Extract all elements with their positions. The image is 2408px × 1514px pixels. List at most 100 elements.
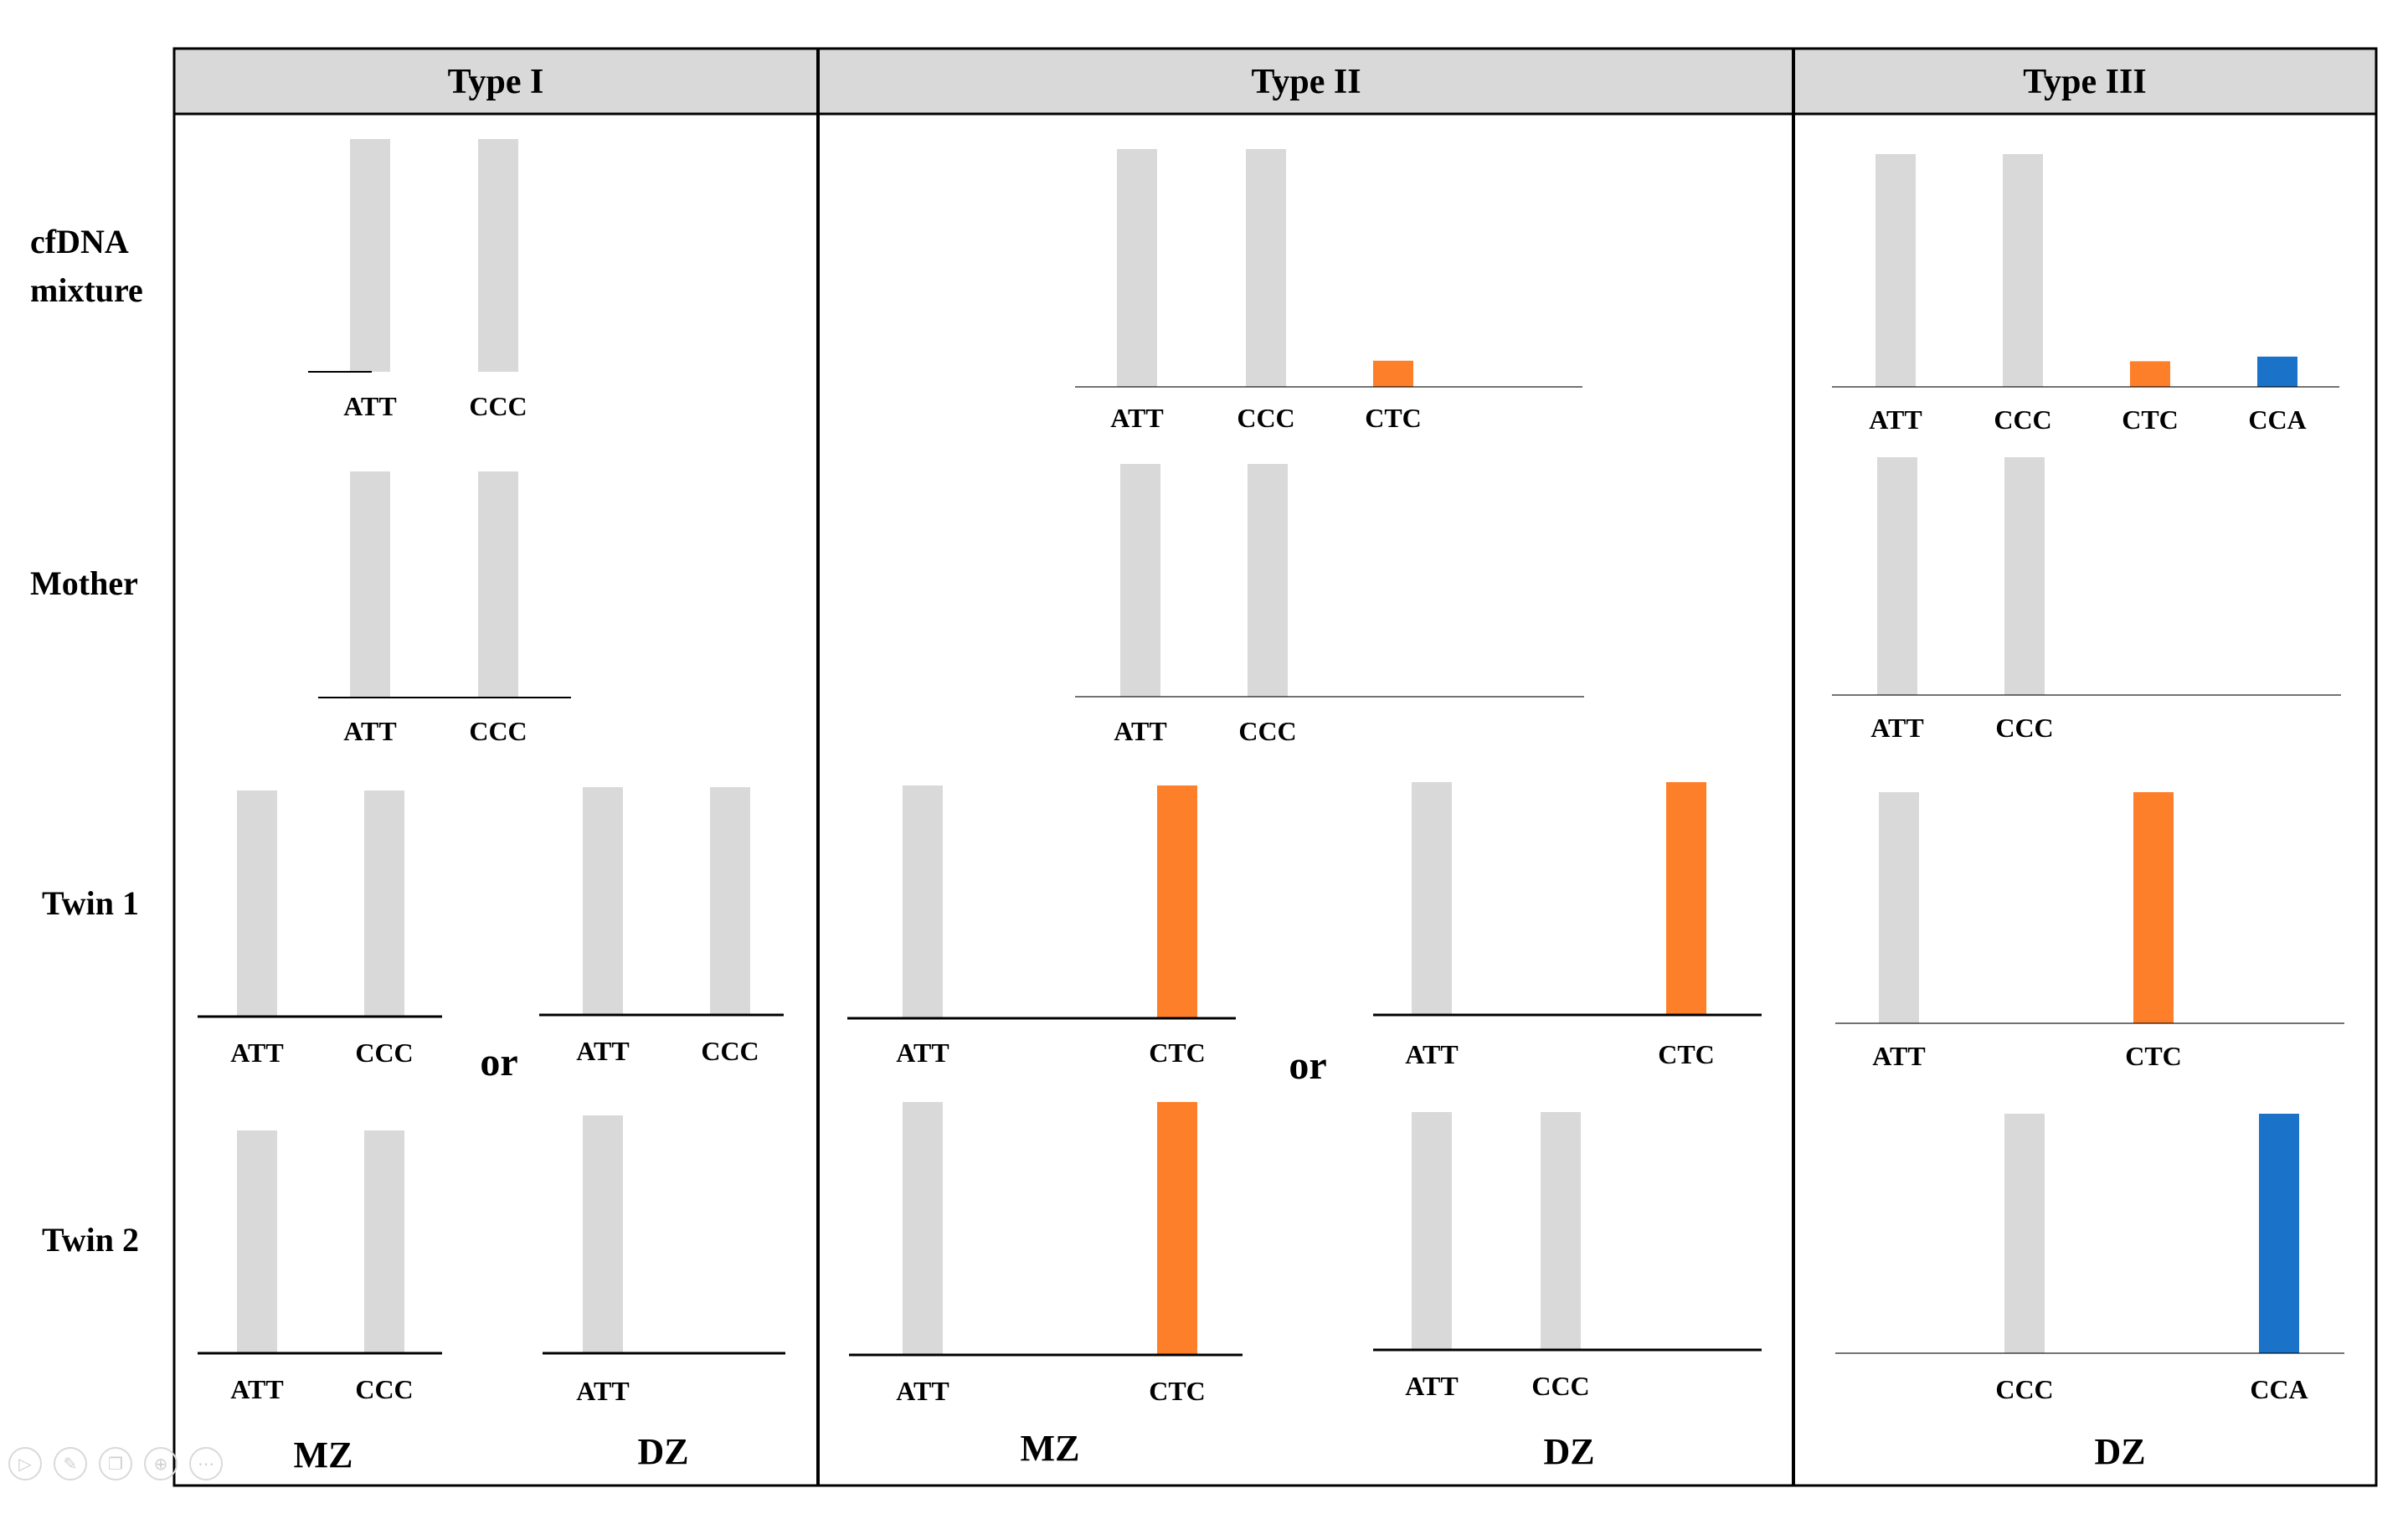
more-icon[interactable]: ⋯ bbox=[189, 1447, 223, 1481]
row-label-mother: Mother bbox=[30, 564, 138, 602]
outer-border bbox=[172, 47, 2378, 1487]
allele-bar-ctc bbox=[1157, 785, 1197, 1018]
copy-icon[interactable]: ❐ bbox=[99, 1447, 132, 1481]
panel-type1-dz-twin1: ATT CCC bbox=[539, 787, 784, 1066]
allele-label-ccc: CCC bbox=[1995, 1374, 2053, 1404]
column-title-type-2: Type II bbox=[1251, 63, 1361, 101]
allele-bar-att bbox=[350, 139, 390, 372]
allele-label-ccc: CCC bbox=[355, 1374, 413, 1404]
panel-type2-dz-twin2: ATT CCC bbox=[1373, 1112, 1762, 1401]
row-label-cfdna-line-1: cfDNA bbox=[30, 223, 129, 260]
allele-label-att: ATT bbox=[1114, 716, 1166, 746]
allele-bar-ctc bbox=[1373, 360, 1413, 387]
column-title-type-3: Type III bbox=[2023, 63, 2146, 101]
panel-type2-cfdna: ATT CCC CTC bbox=[1075, 149, 1582, 433]
panel-type1-dz-twin2: ATT bbox=[543, 1115, 785, 1406]
allele-bar-att bbox=[1412, 782, 1452, 1015]
allele-label-ccc: CCC bbox=[1994, 404, 2051, 435]
row-label-cfdna-line-2: mixture bbox=[30, 271, 143, 309]
row-label-twin-2: Twin 2 bbox=[42, 1221, 139, 1259]
allele-label-ccc: CCC bbox=[1531, 1371, 1589, 1401]
allele-label-ctc: CTC bbox=[1658, 1039, 1715, 1069]
allele-label-ccc: CCC bbox=[469, 716, 527, 746]
play-icon[interactable]: ▷ bbox=[8, 1447, 42, 1481]
allele-label-att: ATT bbox=[230, 1374, 283, 1404]
row-label-twin-1: Twin 1 bbox=[42, 884, 139, 922]
footer-type-3-dz: DZ bbox=[2094, 1431, 2145, 1472]
allele-label-att: ATT bbox=[576, 1376, 629, 1406]
allele-bar-ccc bbox=[710, 787, 750, 1015]
panel-type1-cfdna: ATT CCC bbox=[308, 139, 527, 421]
footer-type-1-dz: DZ bbox=[637, 1431, 688, 1472]
allele-label-att: ATT bbox=[230, 1038, 283, 1068]
allele-bar-att bbox=[1120, 464, 1160, 697]
slide-controls: ▷ ✎ ❐ ⊕ ⋯ bbox=[8, 1447, 223, 1481]
panel-type2-mz-twin1: ATT CTC bbox=[847, 785, 1236, 1068]
or-separator-type-1: or bbox=[480, 1040, 517, 1084]
allele-label-ccc: CCC bbox=[1238, 716, 1296, 746]
pen-icon[interactable]: ✎ bbox=[54, 1447, 87, 1481]
allele-bar-ccc bbox=[2004, 457, 2045, 695]
allele-bar-ccc bbox=[1246, 149, 1286, 387]
allele-bar-att bbox=[1879, 792, 1919, 1023]
header-background bbox=[174, 49, 2376, 114]
allele-bar-ctc bbox=[2133, 792, 2174, 1023]
footer-type-2-dz: DZ bbox=[1543, 1431, 1594, 1472]
allele-bar-cca bbox=[2259, 1114, 2299, 1353]
allele-bar-att bbox=[1117, 149, 1157, 387]
allele-label-att: ATT bbox=[896, 1376, 949, 1406]
allele-label-ccc: CCC bbox=[469, 391, 527, 421]
allele-bar-ccc bbox=[1541, 1112, 1581, 1350]
allele-label-cca: CCA bbox=[2250, 1374, 2308, 1404]
allele-bar-ctc bbox=[1666, 782, 1706, 1015]
allele-label-ctc: CTC bbox=[1149, 1376, 1206, 1406]
allele-label-att: ATT bbox=[1870, 713, 1923, 743]
panel-type2-mz-twin2: ATT CTC bbox=[849, 1102, 1243, 1406]
allele-bar-ctc bbox=[1157, 1102, 1197, 1355]
footer-type-1-mz: MZ bbox=[294, 1434, 353, 1475]
allele-bar-ccc bbox=[2003, 154, 2043, 387]
allele-label-att: ATT bbox=[1872, 1041, 1925, 1071]
allele-bar-ccc bbox=[1248, 464, 1288, 697]
allele-bar-att bbox=[583, 1115, 623, 1353]
allele-label-att: ATT bbox=[343, 716, 396, 746]
table-frame bbox=[172, 47, 2378, 1487]
allele-label-ccc: CCC bbox=[701, 1036, 759, 1066]
panel-type1-mother: ATT CCC bbox=[318, 471, 571, 746]
allele-bar-att bbox=[1875, 154, 1916, 387]
allele-bar-ccc bbox=[478, 471, 518, 698]
allele-label-ctc: CTC bbox=[2122, 404, 2179, 435]
allele-label-att: ATT bbox=[576, 1036, 629, 1066]
allele-bar-att bbox=[903, 1102, 943, 1355]
allele-label-cca: CCA bbox=[2248, 404, 2306, 435]
allele-label-att: ATT bbox=[1405, 1371, 1458, 1401]
allele-bar-att bbox=[237, 1130, 277, 1353]
allele-panels: ATT CCC ATT CCC ATT CCC ATT CCC ATT CCC ATT ATT CCC C… bbox=[198, 139, 2344, 1406]
allele-label-att: ATT bbox=[1405, 1039, 1458, 1069]
panel-type1-mz-twin1: ATT CCC bbox=[198, 790, 442, 1068]
allele-label-ccc: CCC bbox=[355, 1038, 413, 1068]
panel-type2-dz-twin1: ATT CTC bbox=[1373, 782, 1762, 1069]
or-separator-type-2: or bbox=[1289, 1043, 1326, 1088]
footer-type-2-mz: MZ bbox=[1021, 1428, 1080, 1469]
allele-bar-att bbox=[237, 790, 277, 1017]
allele-bar-att bbox=[903, 785, 943, 1018]
panel-type3-twin1: ATT CTC bbox=[1835, 792, 2344, 1071]
allele-label-att: ATT bbox=[343, 391, 396, 421]
allele-bar-cca bbox=[2257, 356, 2297, 387]
allele-label-ccc: CCC bbox=[1237, 403, 1294, 433]
allele-bar-att bbox=[583, 787, 623, 1015]
allele-label-ccc: CCC bbox=[1995, 713, 2053, 743]
allele-bar-ccc bbox=[364, 1130, 404, 1353]
panel-type3-cfdna: ATT CCC CTC CCA bbox=[1832, 154, 2339, 435]
column-title-type-1: Type I bbox=[448, 63, 544, 101]
panel-type1-mz-twin2: ATT CCC bbox=[198, 1130, 442, 1404]
panel-type3-mother: ATT CCC bbox=[1832, 457, 2341, 743]
allele-bar-ccc bbox=[478, 139, 518, 372]
allele-label-att: ATT bbox=[1110, 403, 1163, 433]
allele-label-att: ATT bbox=[896, 1038, 949, 1068]
zoom-icon[interactable]: ⊕ bbox=[144, 1447, 178, 1481]
panel-type2-mother: ATT CCC bbox=[1075, 464, 1584, 746]
allele-bar-ctc bbox=[2130, 361, 2170, 387]
